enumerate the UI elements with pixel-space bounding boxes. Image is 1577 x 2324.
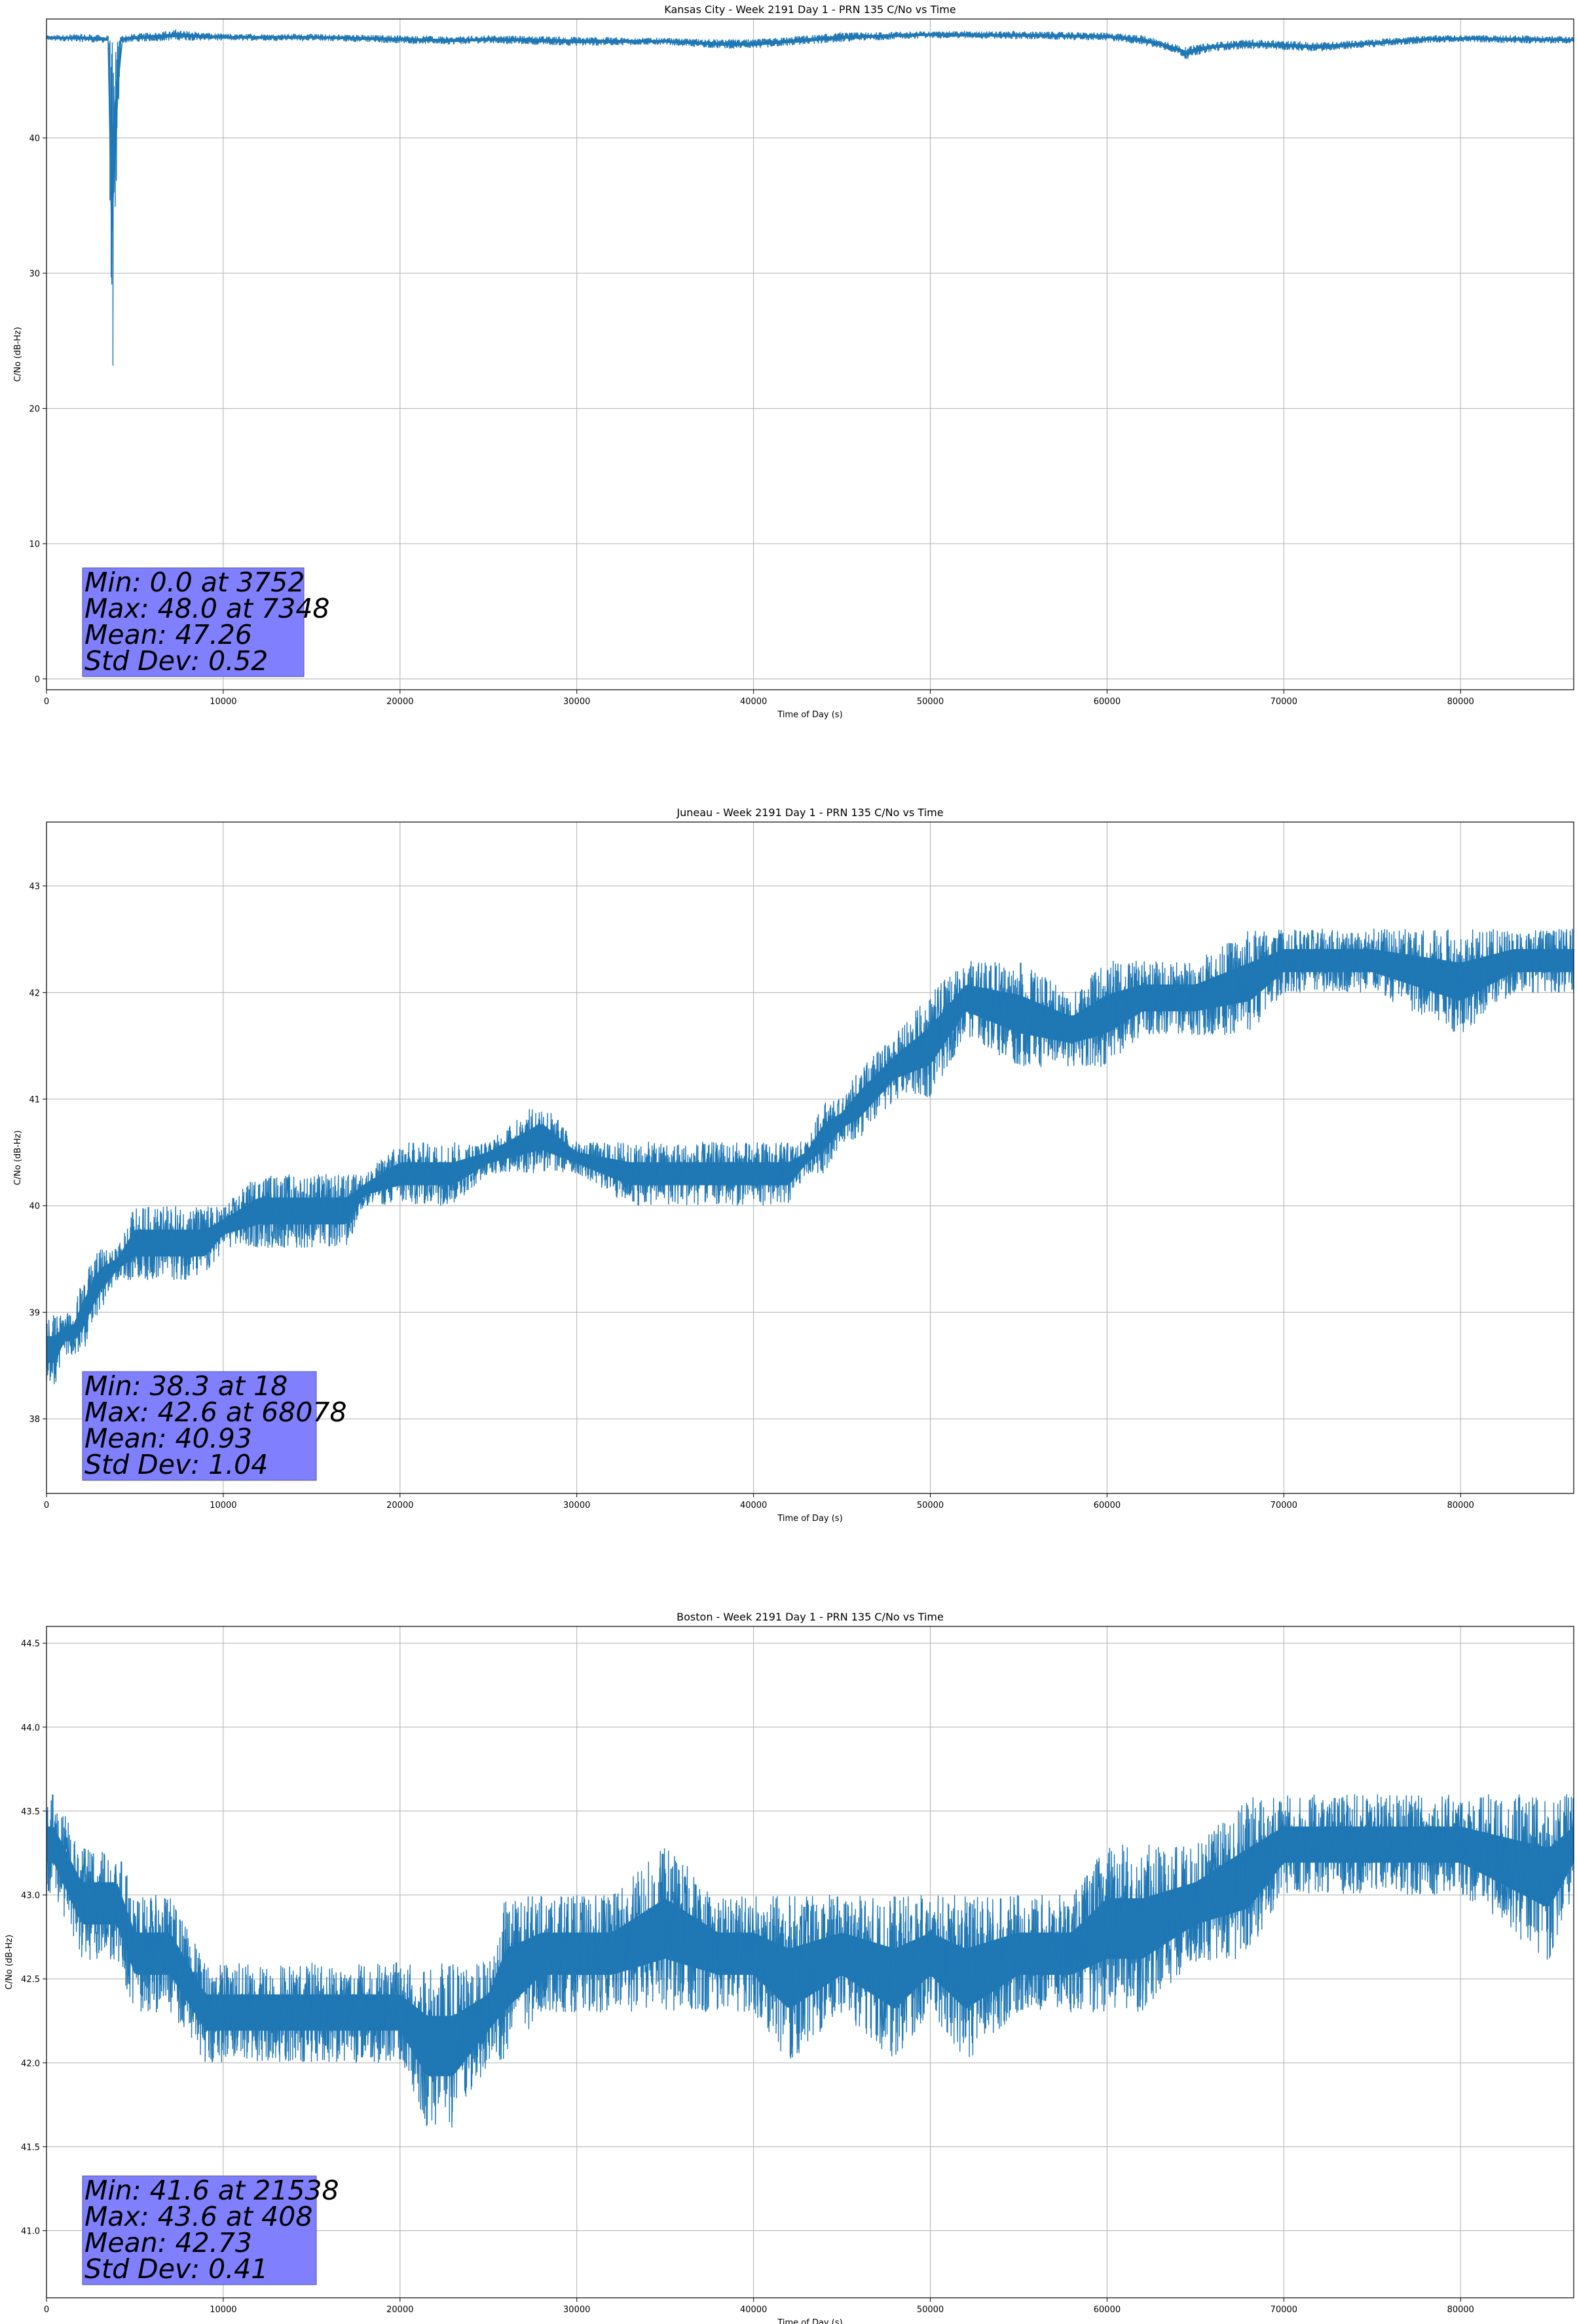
stats-line: Max: 43.6 at 408 [84,2201,312,2232]
stats-box-background [82,567,305,677]
x-tick-label: 50000 [917,2305,944,2315]
x-axis-label: Time of Day (s) [777,2318,842,2324]
stats-box-background [82,2175,317,2285]
x-tick-label: 10000 [210,2305,236,2315]
x-tick-label: 30000 [563,2305,590,2315]
plot-frame [46,1626,1574,2298]
x-tick-label: 40000 [740,697,767,707]
x-tick-label: 40000 [740,2305,767,2315]
chart-title: Kansas City - Week 2191 Day 1 - PRN 135 … [664,3,955,16]
stats-line: Mean: 40.93 [84,1423,252,1454]
series-1-line [46,928,1574,1385]
chart-title: Juneau - Week 2191 Day 1 - PRN 135 C/No … [676,806,943,819]
stats-line: Min: 38.3 at 18 [84,1370,288,1402]
y-tick-label: 42.5 [21,1975,40,1985]
stats-line: Std Dev: 0.52 [84,645,268,677]
x-tick-label: 80000 [1447,697,1474,707]
x-axis-label: Time of Day (s) [777,710,842,720]
x-tick-label: 0 [44,1501,49,1510]
stats-line: Mean: 42.73 [84,2227,252,2258]
chart-3: 0 10000 20000 30000 40000 50000 60000 70000 8000… [5,1611,1574,2324]
stats-line: Min: 41.6 at 21538 [84,2175,339,2206]
y-tick-label: 40 [29,134,40,144]
x-tick-label: 40000 [740,1501,767,1510]
x-tick-label: 50000 [917,697,944,707]
stats-line: Max: 48.0 at 7348 [84,593,330,624]
y-tick-label: 41 [29,1095,40,1105]
y-tick-label: 43.0 [21,1891,40,1901]
plot-frame [46,821,1574,1494]
x-tick-label: 80000 [1447,1501,1474,1510]
x-tick-label: 20000 [386,697,413,707]
x-tick-label: 70000 [1271,697,1297,707]
x-tick-label: 70000 [1271,1501,1297,1510]
y-tick-label: 42 [29,988,40,998]
y-tick-label: 0 [35,675,40,684]
y-axis-label: C/No (dB-Hz) [13,1131,23,1186]
series-trace [46,29,1574,366]
y-tick-label: 43 [29,882,40,892]
y-tick-label: 41.5 [21,2143,40,2152]
y-tick-label: 30 [29,269,40,279]
y-tick-label: 10 [29,540,40,550]
stats-line: Min: 0.0 at 3752 [84,567,305,598]
stats-box-background [82,1371,317,1481]
x-tick-label: 0 [44,697,49,707]
y-tick-label: 39 [29,1308,40,1318]
x-tick-label: 0 [44,2305,49,2315]
series-1-line [46,29,1574,366]
plot-frame [46,18,1574,690]
x-tick-label: 60000 [1094,2305,1121,2315]
stats-line: Mean: 47.26 [84,619,252,650]
stats-line: Std Dev: 0.41 [84,2253,268,2285]
stats-line: Max: 42.6 at 68078 [84,1396,347,1428]
x-tick-label: 20000 [386,1501,413,1510]
x-tick-label: 30000 [563,1501,590,1510]
series-trace [46,928,1574,1385]
x-tick-label: 20000 [386,2305,413,2315]
x-tick-label: 80000 [1447,2305,1474,2315]
y-tick-label: 41.0 [21,2227,40,2237]
x-tick-label: 60000 [1094,1501,1121,1510]
x-tick-label: 70000 [1271,2305,1297,2315]
y-tick-label: 20 [29,405,40,415]
series-band [46,948,1574,1363]
x-tick-label: 50000 [917,1501,944,1510]
x-axis-label: Time of Day (s) [777,1514,842,1524]
series-1-line [46,1794,1574,2128]
x-tick-label: 60000 [1094,697,1121,707]
y-axis-label: C/No (dB-Hz) [13,327,23,382]
y-tick-label: 44.0 [21,1723,40,1733]
chart-1: 0 10000 20000 30000 40000 50000 60000 70000 8000… [13,3,1574,720]
x-tick-label: 10000 [210,697,236,707]
chart-2: 0 10000 20000 30000 40000 50000 60000 70000 8000… [13,806,1574,1524]
y-tick-label: 44.5 [21,1640,40,1649]
y-tick-label: 38 [29,1415,40,1425]
series-band [46,33,1574,255]
y-tick-label: 43.5 [21,1807,40,1817]
y-tick-label: 42.0 [21,2059,40,2069]
stats-line: Std Dev: 1.04 [84,1449,268,1480]
x-tick-label: 10000 [210,1501,236,1510]
chart-title: Boston - Week 2191 Day 1 - PRN 135 C/No … [677,1611,944,1623]
x-tick-label: 30000 [563,697,590,707]
y-axis-label: C/No (dB-Hz) [5,1935,14,1990]
series-trace [46,1794,1574,2128]
y-tick-label: 40 [29,1202,40,1212]
